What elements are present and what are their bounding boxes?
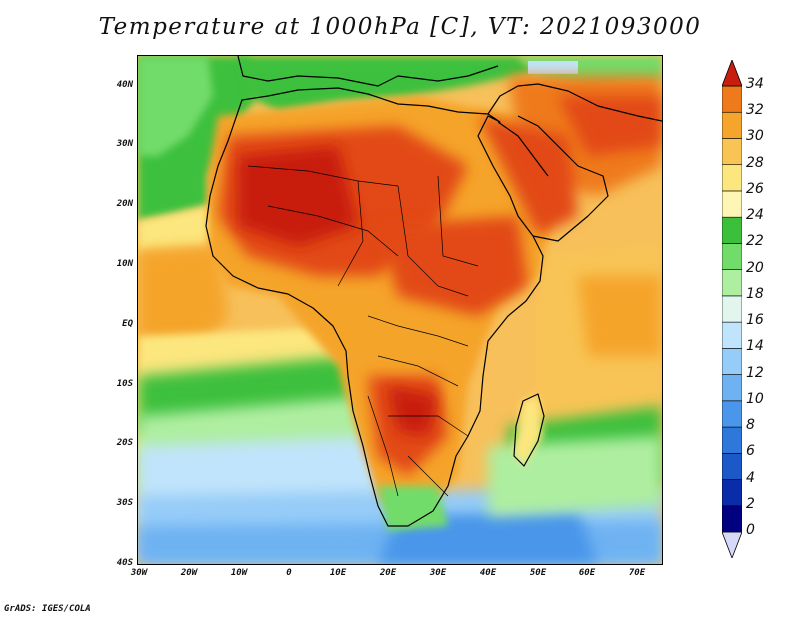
colorbar-underflow-triangle: [722, 531, 742, 558]
colorbar-segment: [722, 452, 742, 480]
temperature-field-map: [138, 56, 662, 564]
lon-label: 0: [286, 568, 292, 578]
lon-label: 20W: [180, 568, 198, 578]
colorbar-label: 34: [746, 76, 764, 92]
colorbar-label: 4: [746, 469, 755, 486]
colorbar-label: 32: [746, 102, 764, 119]
map-panel: [137, 55, 663, 565]
lat-label: 30S: [116, 498, 133, 508]
colorbar-label: 20: [746, 259, 764, 276]
colorbar: [722, 60, 742, 558]
lat-label: EQ: [122, 319, 133, 329]
colorbar-segment: [722, 295, 742, 323]
colorbar-segment: [722, 243, 742, 270]
lon-label: 10W: [230, 568, 248, 578]
colorbar-segment: [722, 426, 742, 454]
colorbar-label: 30: [746, 128, 764, 145]
colorbar-segment: [722, 111, 742, 139]
colorbar-overflow-triangle: [722, 60, 742, 87]
lat-label: 30N: [116, 139, 133, 149]
colorbar-label: 6: [746, 443, 755, 460]
map-title: Temperature at 1000hPa [C], VT: 20210930…: [98, 14, 702, 40]
lat-label: 20S: [116, 438, 133, 448]
colorbar-label: 12: [746, 364, 764, 381]
lon-label: 30W: [130, 568, 148, 578]
colorbar-segment: [722, 269, 742, 297]
colorbar-segment: [722, 164, 742, 192]
colorbar-segment: [722, 505, 742, 533]
colorbar-segment: [722, 216, 742, 244]
colorbar-label: 16: [746, 312, 764, 329]
lat-label: 40S: [116, 558, 133, 568]
colorbar-segment: [722, 321, 742, 349]
lat-label: 10N: [116, 259, 133, 269]
lat-label: 40N: [116, 80, 133, 90]
colorbar-segment: [722, 479, 742, 507]
colorbar-label: 14: [746, 338, 764, 355]
lon-label: 10E: [329, 568, 347, 578]
colorbar-segment: [722, 400, 742, 428]
colorbar-label: 0: [746, 522, 755, 538]
country-borders: [247, 165, 479, 497]
colorbar-label: 24: [746, 207, 764, 224]
colorbar-label: 22: [746, 233, 764, 250]
colorbar-segment: [722, 190, 742, 218]
colorbar-label: 2: [746, 495, 755, 512]
colorbar-label: 26: [746, 180, 764, 197]
colorbar-segment: [722, 85, 742, 113]
lat-label: 10S: [116, 379, 133, 389]
colorbar-label: 28: [746, 154, 764, 171]
lon-label: 50E: [529, 568, 547, 578]
colorbar-segment: [722, 374, 742, 402]
colorbar-segment: [722, 348, 742, 375]
lat-label: 20N: [116, 199, 133, 209]
colorbar-label: 18: [746, 285, 764, 302]
lon-label: 40E: [479, 568, 497, 578]
credit-text: GrADS: IGES/COLA: [4, 604, 91, 614]
coastlines: [205, 56, 662, 527]
temperature-shading: [138, 56, 662, 564]
lon-label: 60E: [578, 568, 596, 578]
colorbar-segment: [722, 138, 742, 166]
lon-label: 70E: [628, 568, 646, 578]
lon-label: 30E: [429, 568, 447, 578]
colorbar-label: 8: [746, 417, 755, 434]
lon-label: 20E: [379, 568, 397, 578]
colorbar-label: 10: [746, 390, 764, 407]
